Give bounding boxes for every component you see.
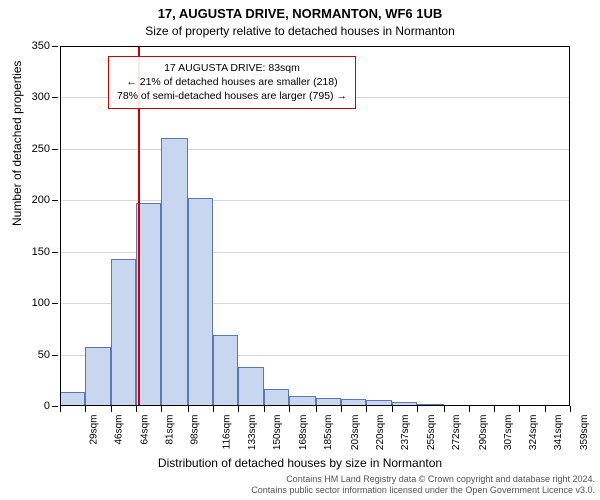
x-tick-label: 341sqm	[553, 415, 564, 451]
y-tick	[52, 149, 58, 150]
histogram-bar	[161, 138, 187, 406]
x-tick	[213, 406, 214, 412]
x-axis-top-line	[60, 46, 570, 47]
histogram-bar	[85, 347, 111, 406]
x-tick-label: 272sqm	[451, 415, 462, 451]
y-tick-label: 0	[20, 400, 50, 412]
x-tick-label: 255sqm	[426, 415, 437, 451]
y-tick	[52, 97, 58, 98]
x-tick	[111, 406, 112, 412]
x-tick-label: 359sqm	[579, 415, 590, 451]
x-tick	[316, 406, 317, 412]
info-line-1: 17 AUGUSTA DRIVE: 83sqm	[117, 61, 347, 75]
x-tick-label: 98sqm	[190, 415, 201, 445]
y-tick	[52, 200, 58, 201]
y-tick	[52, 303, 58, 304]
x-tick	[136, 406, 137, 412]
histogram-bar	[188, 198, 213, 406]
info-line-3: 78% of semi-detached houses are larger (…	[117, 89, 347, 103]
x-tick-label: 81sqm	[165, 415, 176, 445]
x-tick	[85, 406, 86, 412]
x-tick	[444, 406, 445, 412]
y-tick	[52, 406, 58, 407]
x-tick-label: 168sqm	[298, 415, 309, 451]
plot-area: 050100150200250300350 29sqm46sqm64sqm81s…	[60, 46, 570, 406]
histogram-bar	[60, 392, 85, 406]
histogram-bar	[111, 259, 136, 406]
x-tick	[341, 406, 342, 412]
x-tick-label: 290sqm	[478, 415, 489, 451]
x-tick	[161, 406, 162, 412]
x-tick	[519, 406, 520, 412]
footer: Contains HM Land Registry data © Crown c…	[0, 474, 595, 496]
x-tick-label: 29sqm	[89, 415, 100, 445]
y-tick	[52, 46, 58, 47]
chart-title-sub: Size of property relative to detached ho…	[0, 24, 600, 38]
x-axis-label: Distribution of detached houses by size …	[0, 456, 600, 470]
x-tick-label: 116sqm	[221, 415, 232, 450]
y-tick	[52, 355, 58, 356]
x-tick-label: 324sqm	[528, 415, 539, 451]
x-tick-label: 133sqm	[247, 415, 258, 451]
y-tick-label: 250	[20, 143, 50, 155]
x-tick	[392, 406, 393, 412]
histogram-bar	[264, 389, 289, 406]
x-tick	[469, 406, 470, 412]
x-tick-label: 307sqm	[503, 415, 514, 451]
y-axis-right-line	[569, 46, 570, 406]
y-axis-line	[60, 46, 61, 406]
x-tick	[188, 406, 189, 412]
x-tick-label: 203sqm	[350, 415, 361, 451]
chart-title-main: 17, AUGUSTA DRIVE, NORMANTON, WF6 1UB	[0, 6, 600, 21]
y-tick	[52, 252, 58, 253]
y-tick-label: 300	[20, 91, 50, 103]
y-tick-label: 50	[20, 349, 50, 361]
x-tick-label: 150sqm	[272, 415, 283, 451]
x-tick-label: 237sqm	[400, 415, 411, 451]
x-tick	[289, 406, 290, 412]
y-tick-label: 200	[20, 194, 50, 206]
x-tick	[366, 406, 367, 412]
x-tick-label: 220sqm	[375, 415, 386, 451]
x-tick-label: 185sqm	[323, 415, 334, 451]
y-tick-label: 150	[20, 246, 50, 258]
x-tick	[417, 406, 418, 412]
histogram-bar	[213, 335, 238, 406]
x-tick	[494, 406, 495, 412]
x-tick	[264, 406, 265, 412]
x-tick-label: 64sqm	[140, 415, 151, 445]
property-size-chart: 17, AUGUSTA DRIVE, NORMANTON, WF6 1UB Si…	[0, 0, 600, 500]
x-tick-label: 46sqm	[114, 415, 125, 445]
footer-line-1: Contains HM Land Registry data © Crown c…	[0, 474, 595, 485]
y-tick-label: 350	[20, 40, 50, 52]
x-tick	[238, 406, 239, 412]
y-tick-label: 100	[20, 297, 50, 309]
footer-line-2: Contains public sector information licen…	[0, 485, 595, 496]
x-tick	[545, 406, 546, 412]
info-box: 17 AUGUSTA DRIVE: 83sqm ← 21% of detache…	[108, 56, 356, 109]
info-line-2: ← 21% of detached houses are smaller (21…	[117, 75, 347, 89]
x-tick	[60, 406, 61, 412]
x-tick	[570, 406, 571, 412]
histogram-bar	[238, 367, 264, 406]
